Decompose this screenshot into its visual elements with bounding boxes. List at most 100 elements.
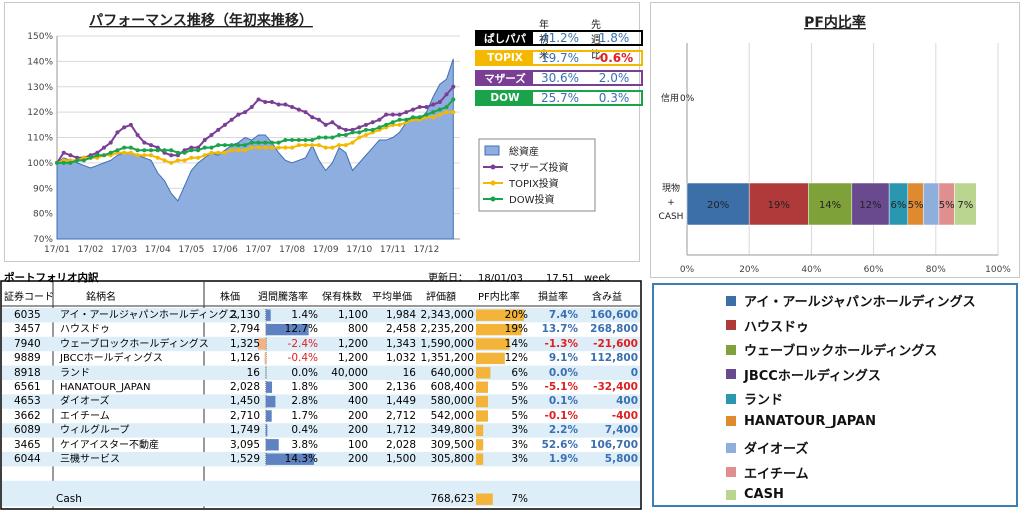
y-tick-label: 110% — [27, 134, 53, 144]
data-point — [384, 122, 389, 127]
legend-item: ウェーブロックホールディングス — [726, 340, 937, 359]
legend-item: ランド — [726, 389, 783, 408]
cell-pl-rate: 1.9% — [548, 453, 578, 465]
ratio-bar — [476, 323, 522, 336]
table-row: 9889 JBCCホールディングス 1,126 -0.4% 1,200 1,032 1,35… — [2, 351, 640, 366]
data-point — [269, 140, 274, 145]
cell-shares: 200 — [347, 424, 368, 437]
perf-row-wow: 1.8% — [598, 31, 630, 45]
data-point — [310, 115, 315, 120]
cell-code: 6035 — [14, 309, 41, 321]
data-point — [216, 127, 221, 132]
data-point — [243, 110, 248, 115]
cell-unreal: -400 — [611, 409, 638, 422]
ratio-bar — [476, 338, 510, 350]
data-point — [310, 143, 315, 148]
cell-ratio: 5% — [511, 381, 528, 393]
data-point — [229, 148, 234, 153]
y-tick-label: 100% — [27, 159, 53, 169]
portfolio-table-panel: ポートフォリオ内訳 更新日： 18/01/03 17.51 week 証券コード… — [0, 270, 642, 510]
category-label-spot-cash: 現物 — [662, 182, 680, 194]
cell-ratio: 19% — [504, 323, 528, 336]
data-point — [303, 110, 308, 115]
portfolio-table-graphics — [0, 280, 642, 510]
x-tick-label: 20% — [739, 265, 759, 275]
data-point — [182, 150, 187, 155]
cell-unreal: 268,800 — [590, 323, 638, 336]
cell-value: 2,343,000 — [420, 309, 474, 321]
bar-segment — [954, 182, 977, 226]
cell-avg: 2,458 — [385, 323, 416, 336]
data-point — [343, 132, 348, 137]
cell-unreal: 112,800 — [590, 352, 638, 365]
cell-shares: 100 — [347, 438, 368, 451]
cell-value: 640,000 — [430, 366, 474, 379]
cell-name: ケイアイスター不動産 — [60, 439, 159, 451]
column-header: 証券コード — [4, 292, 54, 303]
data-point — [444, 110, 449, 115]
data-point — [61, 150, 66, 155]
data-point — [202, 138, 207, 143]
legend-label: CASH — [744, 487, 784, 502]
y-tick-label: 130% — [27, 83, 53, 93]
week-number: 17.51 — [546, 273, 575, 284]
cell-weekly: 1.7% — [291, 409, 318, 422]
data-point — [182, 158, 187, 163]
cell-name: エイチーム — [60, 410, 110, 422]
perf-row: ぱしパパ 41.2% 1.8% — [475, 30, 643, 46]
cell-avg: 1,500 — [385, 453, 416, 465]
data-point — [397, 122, 402, 127]
cell-price: 3,095 — [229, 438, 260, 451]
data-point — [169, 148, 174, 153]
column-header: 平均単価 — [372, 292, 412, 303]
data-point — [108, 140, 113, 145]
cell-code: 6089 — [14, 424, 41, 437]
bar-segment — [808, 182, 853, 226]
cell-ratio: 3% — [511, 424, 528, 437]
category-label-credit: 信用 — [661, 92, 679, 104]
cell-price: 2,710 — [229, 409, 260, 422]
x-tick-label: 17/09 — [313, 245, 339, 255]
data-point — [290, 105, 295, 110]
data-point — [102, 145, 107, 150]
cell-price: 1,749 — [229, 424, 260, 437]
perf-row: DOW 25.7% 0.3% — [475, 90, 643, 106]
perf-row-label: マザーズ — [477, 72, 533, 85]
cell-avg: 1,712 — [385, 424, 416, 437]
cell-value: 305,800 — [430, 453, 474, 465]
cell-name: 三機サービス — [60, 454, 120, 465]
performance-chart-panel: パフォーマンス推移（年初来推移） 70% 80% 90% 100% 110% 120% 13… — [4, 2, 643, 262]
cell-avg: 2,712 — [385, 409, 416, 422]
cell-weekly: 0.4% — [291, 424, 318, 437]
perf-row-label: TOPIX — [477, 52, 533, 64]
ratio-bar — [476, 410, 488, 422]
data-point — [102, 153, 107, 158]
legend-label: エイチーム — [744, 466, 809, 482]
cell-code: 3465 — [14, 438, 41, 451]
data-point — [357, 125, 362, 130]
data-point — [61, 160, 66, 165]
cell-name: アイ・アールジャパンホールディングス — [60, 310, 239, 321]
data-point — [209, 145, 214, 150]
table-row: 3662 エイチーム 2,710 1.7% 200 2,712 542,000 5% -0.1%… — [2, 409, 640, 424]
x-tick-label: 0% — [680, 265, 695, 275]
table-border — [0, 280, 642, 510]
legend-swatch — [726, 489, 736, 500]
perf-row-wow: 2.0% — [598, 71, 630, 85]
data-point — [202, 145, 207, 150]
legend-label: 総資産 — [509, 145, 539, 158]
data-point — [115, 148, 120, 153]
data-point — [437, 107, 442, 112]
data-point — [424, 105, 429, 110]
data-point — [337, 125, 342, 130]
legend-swatch — [726, 320, 736, 330]
cell-shares: 200 — [347, 409, 368, 422]
cell-unreal: -21,600 — [593, 337, 638, 350]
cell-ratio: 5% — [511, 409, 528, 422]
legend-label: ウェーブロックホールディングス — [744, 344, 938, 359]
data-point — [162, 158, 167, 163]
data-point — [363, 132, 368, 137]
column-header: 含み益 — [592, 292, 622, 303]
cell-pl-rate: -5.1% — [544, 381, 578, 393]
perf-row-wow: 0.3% — [598, 91, 630, 105]
